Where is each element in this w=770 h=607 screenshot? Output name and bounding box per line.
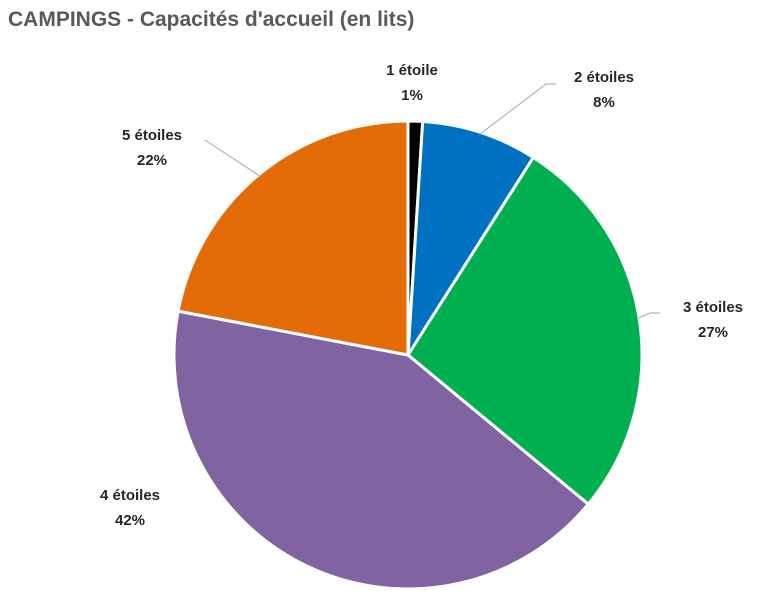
slice-category-label: 4 étoiles: [100, 487, 160, 504]
leader-line-2: [479, 83, 556, 135]
slice-labels: 1 étoile 1% 2 étoiles 8% 3 étoiles 27% 4 étoil…: [100, 62, 743, 529]
slice-category-label: 2 étoiles: [574, 69, 634, 86]
leader-line-3: [636, 312, 660, 320]
chart-title: CAMPINGS - Capacités d'accueil (en lits): [8, 8, 415, 31]
slice-percent-label: 8%: [593, 94, 615, 111]
slice-category-label: 1 étoile: [386, 62, 438, 79]
slice-percent-label: 1%: [401, 87, 423, 104]
slice-category-label: 5 étoiles: [122, 127, 182, 144]
slice-percent-label: 22%: [137, 152, 167, 169]
leader-line-5: [204, 139, 261, 177]
leader-lines: [204, 83, 660, 320]
slice-percent-label: 27%: [698, 324, 728, 341]
pie-slice-2: [406, 119, 535, 357]
pie-slice-5: [176, 119, 410, 357]
slice-percent-label: 42%: [115, 512, 145, 529]
pie-slice-3: [406, 155, 644, 506]
slice-category-label: 3 étoiles: [683, 299, 743, 316]
pie-slices: [172, 119, 644, 591]
pie-slice-4: [172, 309, 590, 591]
